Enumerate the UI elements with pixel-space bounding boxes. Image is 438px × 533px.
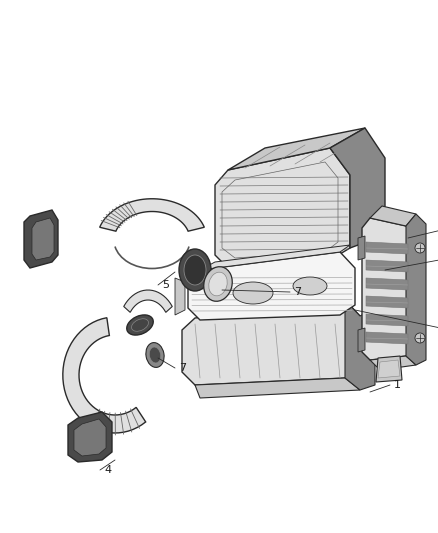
Polygon shape [195,378,360,398]
Ellipse shape [179,249,211,291]
Ellipse shape [209,272,227,296]
Ellipse shape [293,277,327,295]
Ellipse shape [127,315,153,335]
Text: 1: 1 [394,380,401,390]
Polygon shape [366,314,408,326]
Polygon shape [215,148,350,268]
Polygon shape [376,356,402,382]
Ellipse shape [415,243,425,253]
Polygon shape [370,206,416,226]
Polygon shape [292,268,308,285]
Polygon shape [366,296,408,308]
Ellipse shape [415,333,425,343]
Polygon shape [406,214,426,365]
Ellipse shape [149,347,161,363]
Ellipse shape [204,266,232,301]
Polygon shape [358,236,365,260]
Polygon shape [250,268,266,285]
Ellipse shape [233,282,273,304]
Polygon shape [188,252,355,320]
Polygon shape [63,318,146,433]
Polygon shape [358,328,365,352]
Polygon shape [100,199,204,231]
Polygon shape [200,245,350,270]
Ellipse shape [184,255,206,285]
Polygon shape [24,210,58,268]
Polygon shape [366,242,408,254]
Polygon shape [228,128,365,170]
Text: 7: 7 [179,363,186,373]
Text: 4: 4 [104,465,111,475]
Polygon shape [366,278,408,290]
Polygon shape [32,218,54,260]
Polygon shape [362,218,412,360]
Polygon shape [345,300,375,390]
Ellipse shape [146,343,164,367]
Polygon shape [366,332,408,344]
Polygon shape [175,278,185,315]
Polygon shape [370,356,416,370]
Polygon shape [330,128,385,248]
Polygon shape [378,360,400,378]
Polygon shape [68,412,112,462]
Polygon shape [74,419,106,456]
Polygon shape [366,260,408,272]
Ellipse shape [131,319,148,332]
Text: 7: 7 [294,287,301,297]
Text: 5: 5 [162,280,169,290]
Polygon shape [124,290,172,312]
Polygon shape [182,300,360,385]
